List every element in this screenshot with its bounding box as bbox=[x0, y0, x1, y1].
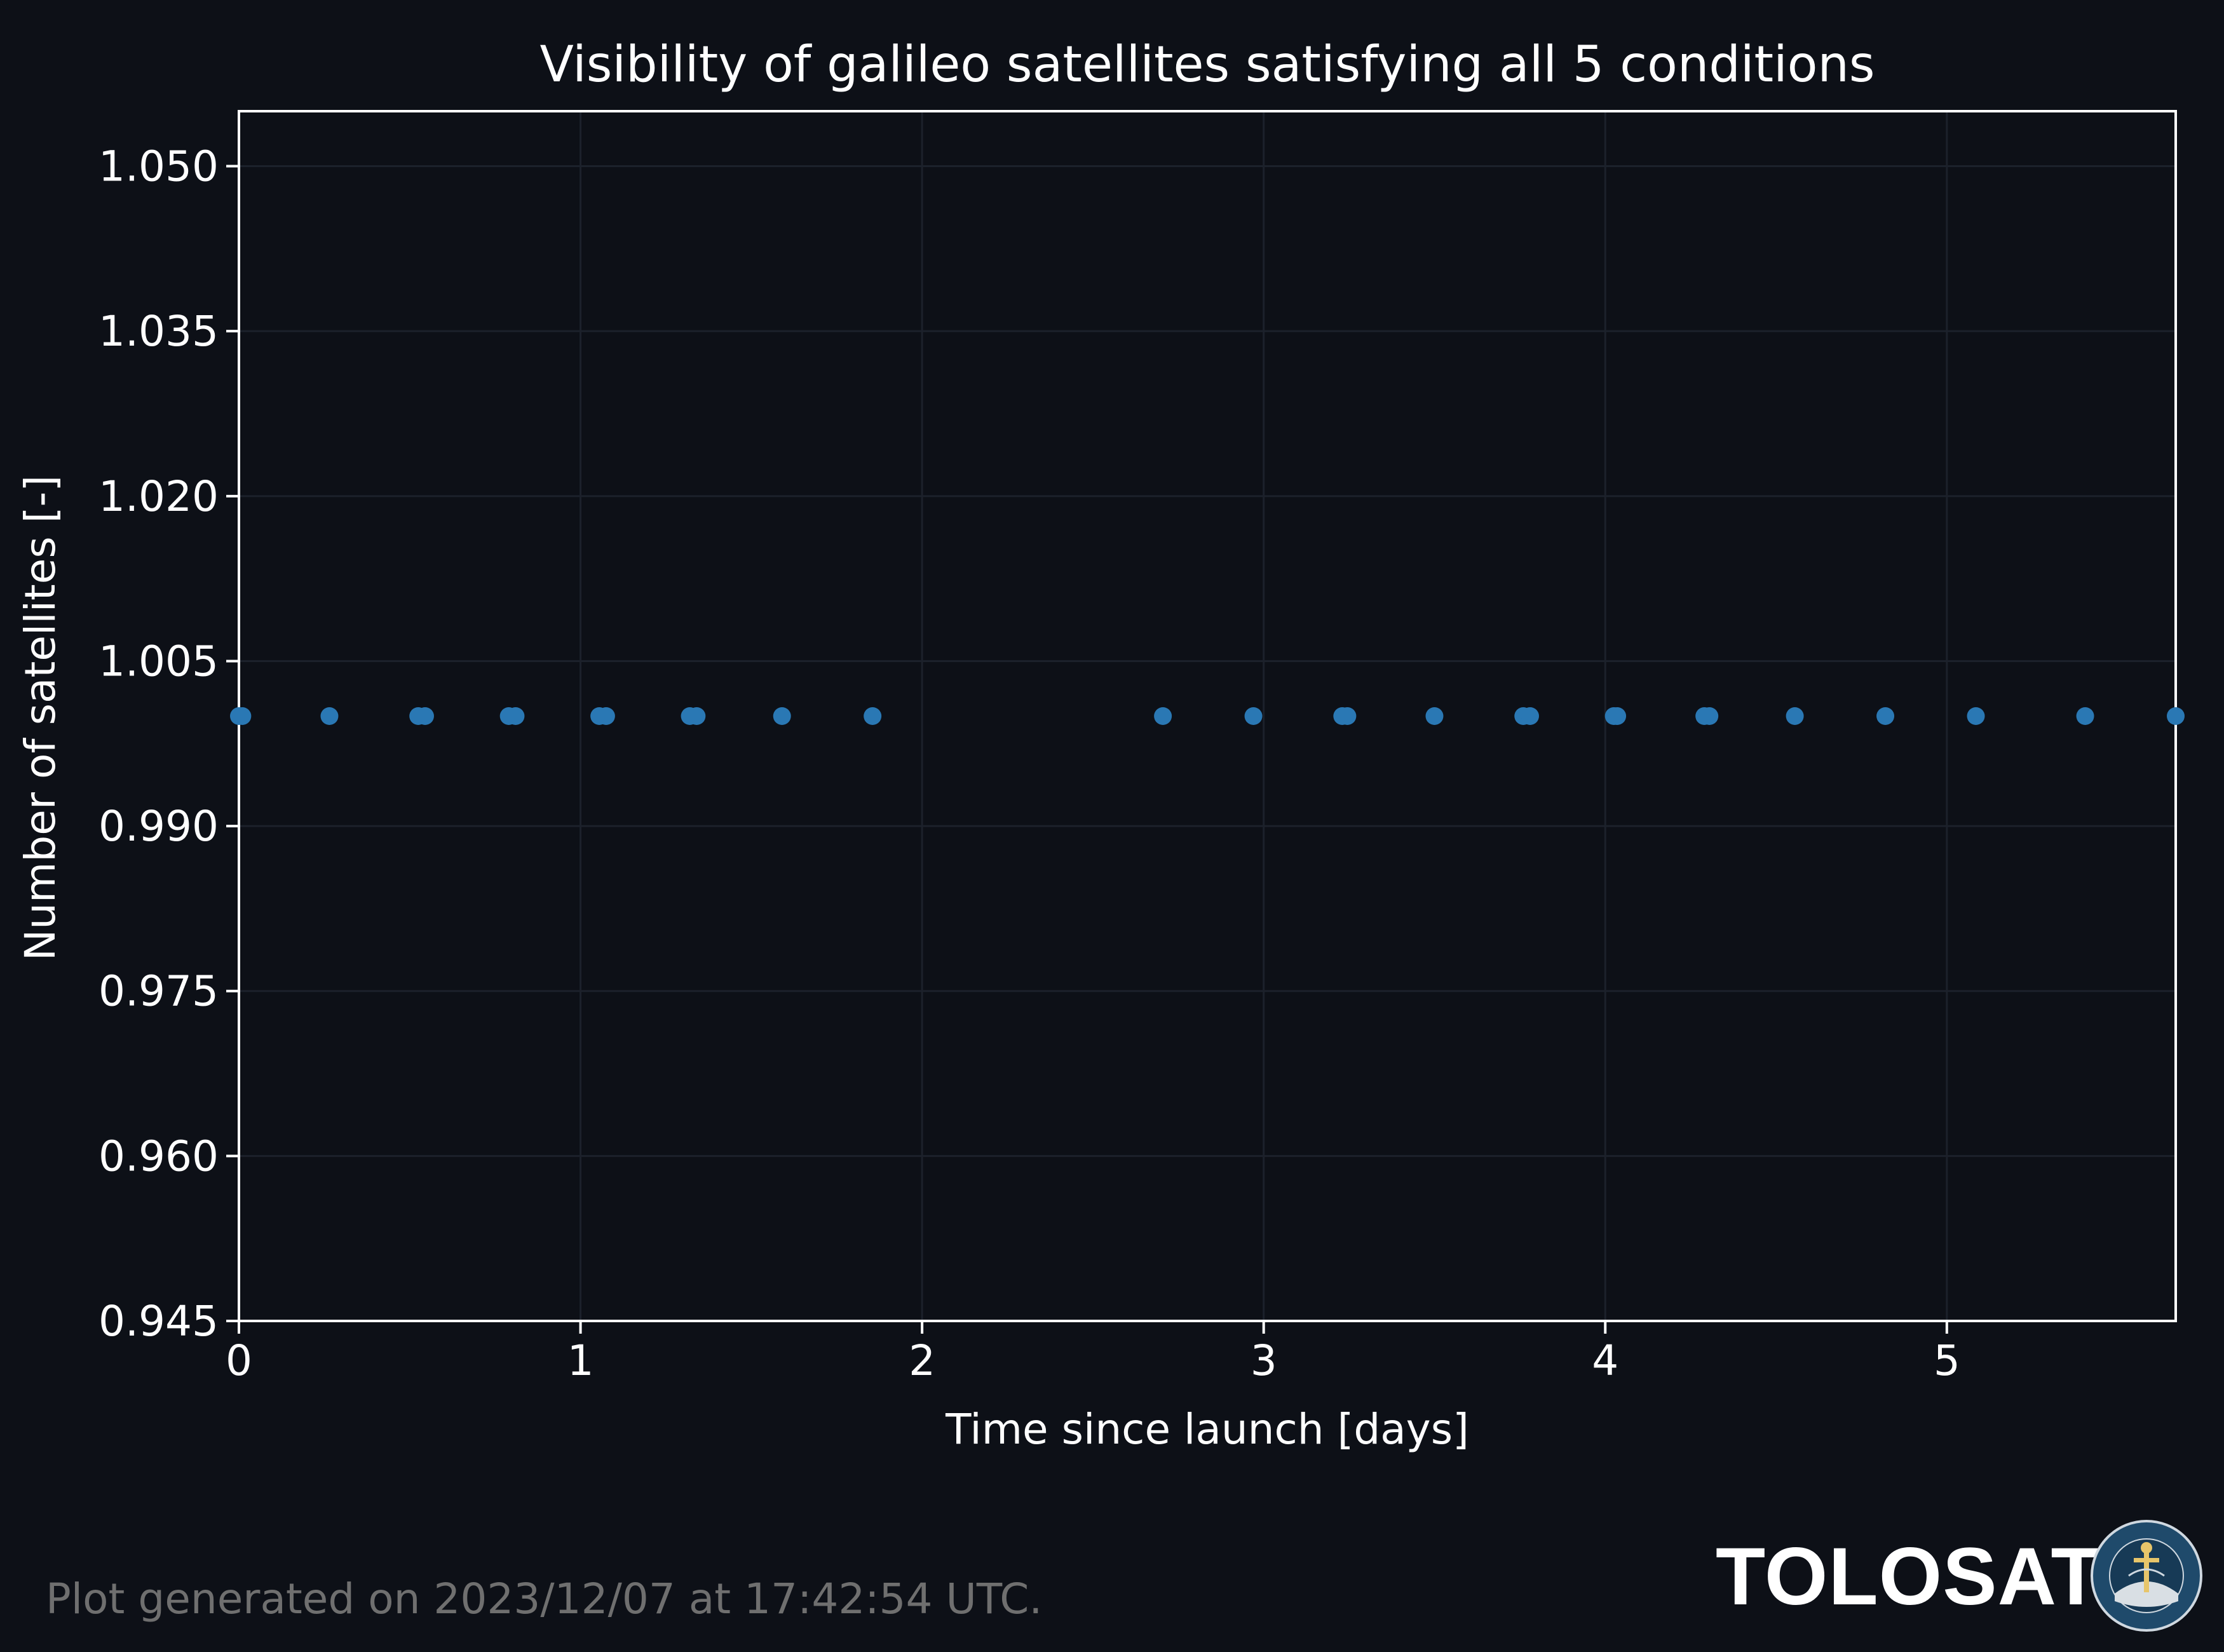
y-tick-label: 0.975 bbox=[98, 967, 219, 1016]
axis-ticks: 0 1 2 3 4 5 0.945 0.960 0.975 0.990 1.005 1.020 1.03… bbox=[98, 142, 1960, 1385]
data-point bbox=[320, 707, 339, 725]
data-point bbox=[1425, 707, 1444, 725]
chart-title: Visibility of galileo satellites satisfy… bbox=[539, 36, 1875, 93]
y-tick-label: 1.005 bbox=[98, 637, 219, 686]
data-point bbox=[1244, 707, 1263, 725]
data-point bbox=[1700, 707, 1719, 725]
data-point bbox=[597, 707, 615, 725]
data-point bbox=[233, 707, 252, 725]
tolosat-seal-icon bbox=[2091, 1520, 2202, 1632]
data-point bbox=[773, 707, 791, 725]
y-tick-label: 1.020 bbox=[98, 472, 219, 521]
data-point bbox=[1338, 707, 1357, 725]
x-tick-label: 2 bbox=[909, 1336, 935, 1385]
x-tick-label: 0 bbox=[226, 1336, 252, 1385]
data-point bbox=[506, 707, 525, 725]
x-axis-label: Time since launch [days] bbox=[945, 1405, 1469, 1454]
y-tick-label: 0.990 bbox=[98, 802, 219, 851]
data-point bbox=[1608, 707, 1627, 725]
data-point bbox=[416, 707, 434, 725]
y-tick-label: 1.050 bbox=[98, 142, 219, 191]
y-tick-label: 0.960 bbox=[98, 1132, 219, 1181]
data-point bbox=[1786, 707, 1804, 725]
x-tick-label: 5 bbox=[1934, 1336, 1960, 1385]
data-point bbox=[1967, 707, 1985, 725]
data-point bbox=[1154, 707, 1172, 725]
x-tick-label: 4 bbox=[1592, 1336, 1618, 1385]
x-tick-label: 3 bbox=[1251, 1336, 1277, 1385]
y-tick-label: 1.035 bbox=[98, 307, 219, 356]
data-point bbox=[1876, 707, 1895, 725]
y-axis-label: Number of satellites [-] bbox=[16, 475, 65, 961]
data-points bbox=[230, 707, 2185, 725]
data-point bbox=[2076, 707, 2094, 725]
generation-timestamp: Plot generated on 2023/12/07 at 17:42:54… bbox=[46, 1574, 1043, 1623]
data-point bbox=[2167, 707, 2185, 725]
data-point bbox=[688, 707, 706, 725]
y-tick-label: 0.945 bbox=[98, 1297, 219, 1346]
tolosat-logo-text: TOLOSAT bbox=[1716, 1531, 2101, 1622]
data-point bbox=[1521, 707, 1539, 725]
x-tick-label: 1 bbox=[567, 1336, 594, 1385]
data-point bbox=[864, 707, 882, 725]
